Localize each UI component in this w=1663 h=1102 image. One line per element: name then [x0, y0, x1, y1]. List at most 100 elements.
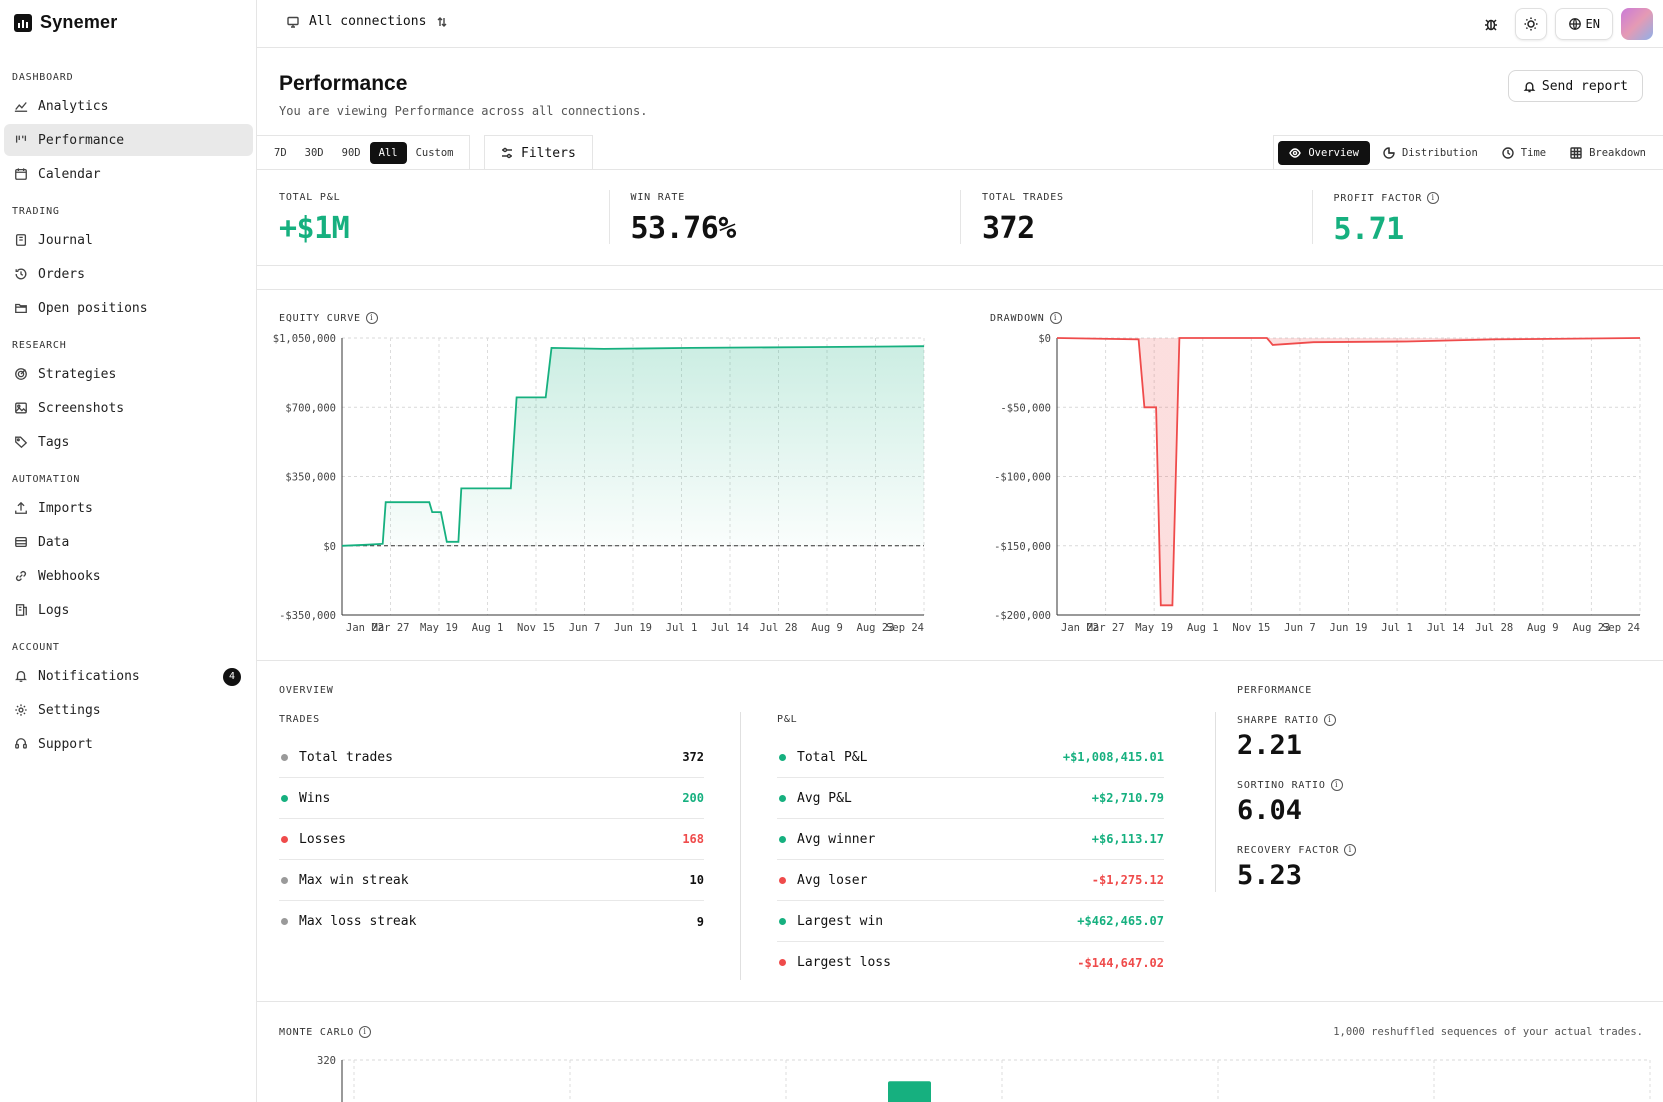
stat-row-avg-p-l: Avg P&L +$2,710.79: [777, 778, 1164, 819]
equity-curve-chart: -$350,000 $0 $350,000 $700,000 $1,050,000 Jan…: [273, 333, 925, 634]
metric-label-text: SHARPE RATIO: [1237, 714, 1319, 726]
stat-label: Total P&L: [797, 749, 868, 765]
stat-label: Max win streak: [299, 872, 409, 888]
stat-row-wins: Wins 200: [279, 778, 704, 819]
sidebar-item-label: Analytics: [38, 98, 109, 114]
kpi-label-text: TOTAL P&L: [279, 192, 341, 203]
chart-line-icon: [14, 102, 28, 112]
x-tick-label: Nov 15: [517, 622, 555, 634]
theme-toggle-button[interactable]: [1514, 8, 1547, 40]
range-7d[interactable]: 7D: [274, 147, 287, 159]
trades-list: Total trades 372 Wins 200 Losses 168 Max win s…: [279, 737, 704, 942]
stat-value: -$1,275.12: [1091, 873, 1164, 887]
sidebar-item-open-positions[interactable]: Open positions: [4, 292, 253, 324]
sidebar-item-imports[interactable]: Imports: [4, 492, 253, 524]
info-icon[interactable]: i: [359, 1026, 372, 1038]
sidebar-item-strategies[interactable]: Strategies: [4, 358, 253, 390]
kpi-value: 372: [982, 211, 1035, 246]
equity-curve-title-text: EQUITY CURVE: [279, 312, 361, 324]
range-all[interactable]: All: [369, 142, 407, 164]
stat-row-largest-loss: Largest loss -$144,647.02: [777, 942, 1164, 983]
info-icon[interactable]: i: [365, 312, 378, 324]
x-tick-label: Jan 22: [346, 622, 384, 634]
x-tick-label: Jul 14: [711, 622, 749, 634]
nav-section-title: TRADING: [12, 206, 60, 217]
connection-selector[interactable]: All connections: [287, 14, 448, 29]
kpi-label-text: PROFIT FACTOR: [1333, 192, 1423, 204]
stat-value: 168: [682, 832, 704, 846]
sidebar-item-logs[interactable]: Logs: [4, 594, 253, 626]
sidebar-item-calendar[interactable]: Calendar: [4, 158, 253, 190]
kpi-row: TOTAL P&L +$1M WIN RATE 53.76% TOTAL TRADES 3…: [257, 170, 1663, 266]
sidebar-item-orders[interactable]: Orders: [4, 258, 253, 290]
range-90d[interactable]: 90D: [341, 147, 361, 159]
sidebar-nav: DASHBOARD Analytics Performance Calendar TRA…: [0, 62, 257, 762]
info-icon[interactable]: i: [1427, 192, 1440, 204]
x-tick-label: Mar 27: [372, 622, 410, 634]
info-icon[interactable]: i: [1049, 312, 1062, 324]
tab-overview[interactable]: Overview: [1278, 141, 1370, 165]
status-dot: [779, 917, 786, 925]
stat-label: Avg winner: [797, 831, 876, 847]
stat-label: Wins: [299, 790, 331, 806]
send-report-button[interactable]: Send report: [1507, 70, 1643, 102]
sidebar-item-label: Settings: [38, 702, 101, 718]
kpi-value: 5.71: [1333, 212, 1405, 247]
performance-icon: [15, 135, 27, 143]
gear-icon: [15, 704, 27, 716]
sidebar-item-data[interactable]: Data: [4, 526, 253, 558]
y-tick-label: 320: [317, 1055, 336, 1067]
info-icon[interactable]: i: [1344, 844, 1357, 856]
x-tick-label: Jul 28: [760, 622, 798, 634]
range-custom[interactable]: Custom: [415, 147, 454, 159]
tab-distribution[interactable]: Distribution: [1372, 141, 1489, 165]
filters-button[interactable]: Filters: [484, 135, 593, 170]
bug-report-button[interactable]: [1475, 8, 1507, 40]
section-band: [257, 266, 1663, 290]
sidebar-item-journal[interactable]: Journal: [4, 224, 253, 256]
sidebar-item-analytics[interactable]: Analytics: [4, 90, 253, 122]
range-30d[interactable]: 30D: [304, 147, 324, 159]
kpi-profit-factor: PROFIT FACTOR i 5.71: [1311, 170, 1663, 265]
nav-section-title: ACCOUNT: [12, 642, 60, 653]
tab-label: Breakdown: [1589, 147, 1646, 159]
send-report-label: Send report: [1541, 78, 1628, 94]
stat-row-total-p-l: Total P&L +$1,008,415.01: [777, 737, 1164, 778]
language-button[interactable]: EN: [1554, 8, 1613, 40]
stat-value: +$1,008,415.01: [1062, 750, 1164, 764]
tab-time[interactable]: Time: [1491, 141, 1557, 165]
sliders-icon: [502, 147, 512, 159]
status-dot: [779, 753, 786, 761]
sidebar-item-label: Logs: [38, 602, 70, 618]
tab-breakdown[interactable]: Breakdown: [1559, 141, 1657, 165]
stat-label: Max loss streak: [299, 914, 417, 929]
monitor-icon: [287, 16, 299, 28]
sidebar-item-performance[interactable]: Performance: [4, 124, 253, 156]
history-icon: [15, 268, 27, 280]
brand[interactable]: Synemer: [14, 12, 117, 33]
bell-icon: [15, 670, 27, 682]
bar: [888, 1081, 931, 1102]
toolbar: 7D 30D 90D All Custom Filters Overview Distri…: [257, 135, 1663, 170]
sidebar-item-screenshots[interactable]: Screenshots: [4, 392, 253, 424]
info-icon[interactable]: i: [1323, 714, 1336, 726]
sidebar-item-tags[interactable]: Tags: [4, 426, 253, 458]
stat-value: +$6,113.17: [1091, 832, 1164, 846]
stat-value: 9: [696, 914, 704, 929]
status-dot: [779, 835, 786, 843]
kpi-total-p-l: TOTAL P&L +$1M: [257, 170, 609, 265]
metric-value: 6.04: [1237, 795, 1303, 826]
x-tick-label: Sep 24: [886, 622, 924, 634]
grid-icon: [1570, 147, 1582, 159]
sidebar-item-webhooks[interactable]: Webhooks: [4, 560, 253, 592]
sidebar-item-settings[interactable]: Settings: [4, 694, 253, 726]
stat-label: Total trades: [299, 749, 393, 765]
x-tick-label: Jan 22: [1061, 622, 1099, 634]
stat-row-total-trades: Total trades 372: [279, 737, 704, 778]
info-icon[interactable]: i: [1330, 779, 1343, 791]
metric-recovery-factor: RECOVERY FACTOR i 5.23: [1237, 844, 1357, 891]
stat-row-max-loss-streak: Max loss streak 9: [279, 901, 704, 942]
sidebar-item-notifications[interactable]: Notifications 4: [4, 660, 253, 692]
user-avatar[interactable]: [1621, 8, 1653, 40]
sidebar-item-support[interactable]: Support: [4, 728, 253, 760]
